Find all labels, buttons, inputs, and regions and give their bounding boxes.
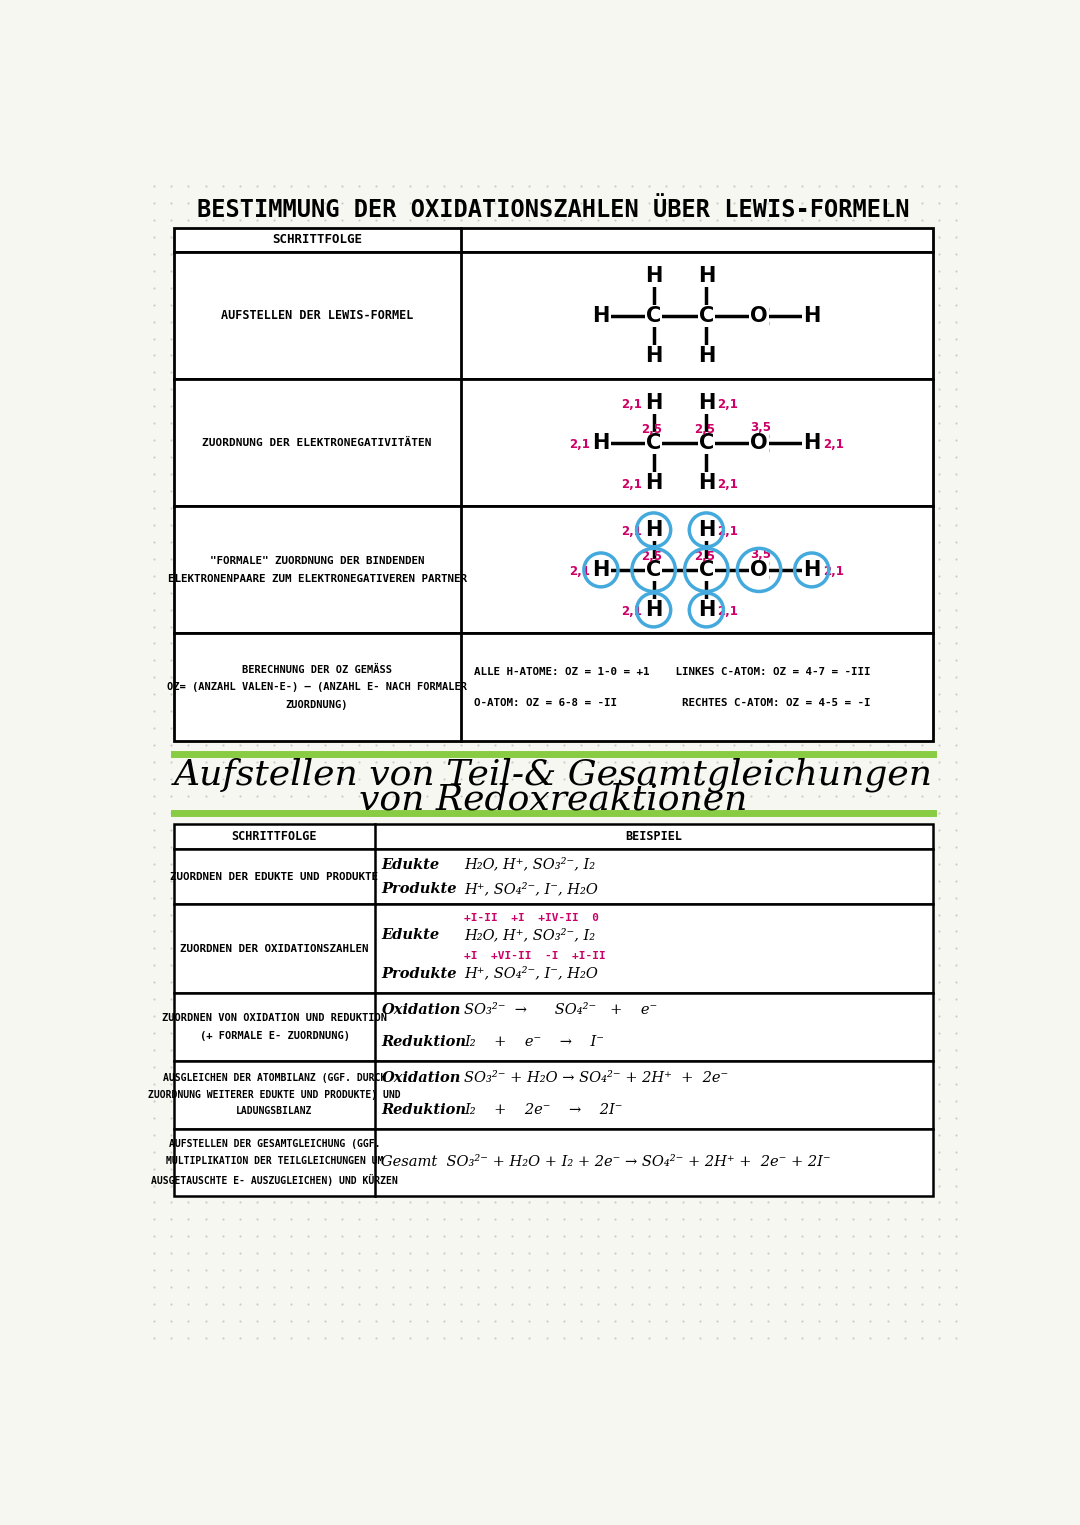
Text: 2,1: 2,1 xyxy=(621,477,643,491)
Text: 3,5: 3,5 xyxy=(751,547,771,561)
Text: 2,1: 2,1 xyxy=(823,438,843,451)
Text: O: O xyxy=(751,433,768,453)
Text: 2,1: 2,1 xyxy=(717,525,739,538)
Text: Reduktion: Reduktion xyxy=(381,1103,467,1116)
Text: H: H xyxy=(645,393,662,413)
Text: I₂    +    2e⁻    →    2I⁻: I₂ + 2e⁻ → 2I⁻ xyxy=(464,1103,623,1116)
Bar xyxy=(174,904,933,993)
Text: +I-II  +I  +IV-II  0: +I-II +I +IV-II 0 xyxy=(464,913,599,923)
Text: SCHRITTFOLGE: SCHRITTFOLGE xyxy=(272,233,362,247)
Text: H: H xyxy=(804,433,821,453)
Text: BEISPIEL: BEISPIEL xyxy=(625,830,683,843)
Text: Edukte: Edukte xyxy=(381,857,440,872)
Text: C: C xyxy=(646,560,661,580)
Text: H: H xyxy=(698,599,715,621)
Text: O: O xyxy=(751,560,768,580)
Text: H: H xyxy=(804,560,821,580)
Text: 2,1: 2,1 xyxy=(717,398,739,410)
Text: H: H xyxy=(698,346,715,366)
Text: 2,1: 2,1 xyxy=(823,564,843,578)
Text: Oxidation: Oxidation xyxy=(381,1071,461,1084)
Text: 2,1: 2,1 xyxy=(569,564,590,578)
Text: SO₃²⁻  →      SO₄²⁻   +    e⁻: SO₃²⁻ → SO₄²⁻ + e⁻ xyxy=(464,1003,658,1017)
Bar xyxy=(174,1128,933,1196)
Text: BESTIMMUNG DER OXIDATIONSZAHLEN ÜBER LEWIS-FORMELN: BESTIMMUNG DER OXIDATIONSZAHLEN ÜBER LEW… xyxy=(198,198,909,223)
Bar xyxy=(174,380,933,506)
Text: H: H xyxy=(645,473,662,493)
Text: H: H xyxy=(645,346,662,366)
Text: von Redoxreaktionen: von Redoxreaktionen xyxy=(360,782,747,817)
Text: H: H xyxy=(592,560,609,580)
Text: C: C xyxy=(646,433,661,453)
Text: "FORMALE" ZUORDNUNG DER BINDENDEN
ELEKTRONENPAARE ZUM ELEKTRONEGATIVEREN PARTNER: "FORMALE" ZUORDNUNG DER BINDENDEN ELEKTR… xyxy=(167,557,467,584)
Text: 2,5: 2,5 xyxy=(642,422,663,436)
Text: C: C xyxy=(699,433,714,453)
Text: SO₃²⁻ + H₂O → SO₄²⁻ + 2H⁺  +  2e⁻: SO₃²⁻ + H₂O → SO₄²⁻ + 2H⁺ + 2e⁻ xyxy=(464,1071,729,1084)
Text: H₂O, H⁺, SO₃²⁻, I₂: H₂O, H⁺, SO₃²⁻, I₂ xyxy=(464,929,595,942)
Text: C: C xyxy=(699,560,714,580)
Bar xyxy=(174,825,933,849)
Text: ZUORDNEN VON OXIDATION UND REDUKTION
(+ FORMALE E- ZUORDNUNG): ZUORDNEN VON OXIDATION UND REDUKTION (+ … xyxy=(162,1013,387,1040)
Text: Produkte: Produkte xyxy=(381,881,457,897)
Text: H₂O, H⁺, SO₃²⁻, I₂: H₂O, H⁺, SO₃²⁻, I₂ xyxy=(464,857,595,872)
Bar xyxy=(174,506,933,633)
Bar xyxy=(174,252,933,380)
Text: O-ATOM: OZ = 6-8 = -II          RECHTES C-ATOM: OZ = 4-5 = -I: O-ATOM: OZ = 6-8 = -II RECHTES C-ATOM: O… xyxy=(474,698,870,708)
Text: Edukte: Edukte xyxy=(381,929,440,942)
Text: 2,1: 2,1 xyxy=(569,438,590,451)
Text: AUFSTELLEN DER LEWIS-FORMEL: AUFSTELLEN DER LEWIS-FORMEL xyxy=(221,310,414,322)
Text: Aufstellen von Teil-& Gesamtgleichungen: Aufstellen von Teil-& Gesamtgleichungen xyxy=(174,756,933,791)
Bar xyxy=(174,227,933,252)
Text: H: H xyxy=(698,265,715,285)
Text: 2,1: 2,1 xyxy=(717,605,739,618)
Text: H: H xyxy=(698,520,715,540)
Text: +I  +VI-II  -I  +I-II: +I +VI-II -I +I-II xyxy=(464,952,606,961)
Text: SCHRITTFOLGE: SCHRITTFOLGE xyxy=(232,830,318,843)
Text: H: H xyxy=(645,520,662,540)
Text: 2,1: 2,1 xyxy=(621,525,643,538)
Bar xyxy=(174,633,933,741)
Text: Gesamt  SO₃²⁻ + H₂O + I₂ + 2e⁻ → SO₄²⁻ + 2H⁺ +  2e⁻ + 2I⁻: Gesamt SO₃²⁻ + H₂O + I₂ + 2e⁻ → SO₄²⁻ + … xyxy=(381,1156,832,1170)
Text: ZUORDNEN DER OXIDATIONSZAHLEN: ZUORDNEN DER OXIDATIONSZAHLEN xyxy=(180,944,368,953)
Text: ALLE H-ATOME: OZ = 1-0 = +1    LINKES C-ATOM: OZ = 4-7 = -III: ALLE H-ATOME: OZ = 1-0 = +1 LINKES C-ATO… xyxy=(474,666,870,677)
Text: H: H xyxy=(804,307,821,326)
Text: 2,1: 2,1 xyxy=(621,398,643,410)
Text: 2,5: 2,5 xyxy=(694,549,715,563)
Text: ZUORDNUNG DER ELEKTRONEGATIVITÄTEN: ZUORDNUNG DER ELEKTRONEGATIVITÄTEN xyxy=(202,438,432,448)
Text: BERECHNUNG DER OZ GEMÄSS
OZ= (ANZAHL VALEN-E-) – (ANZAHL E- NACH FORMALER
ZUORDN: BERECHNUNG DER OZ GEMÄSS OZ= (ANZAHL VAL… xyxy=(167,665,468,709)
Text: H: H xyxy=(698,393,715,413)
Text: O: O xyxy=(751,307,768,326)
Text: ZUORDNEN DER EDUKTE UND PRODUKTE: ZUORDNEN DER EDUKTE UND PRODUKTE xyxy=(171,872,378,881)
Text: H⁺, SO₄²⁻, I⁻, H₂O: H⁺, SO₄²⁻, I⁻, H₂O xyxy=(464,881,598,897)
Text: 2,1: 2,1 xyxy=(717,477,739,491)
Text: C: C xyxy=(646,307,661,326)
Text: AUFSTELLEN DER GESAMTGLEICHUNG (GGF.
MULTIPLIKATION DER TEILGLEICHUNGEN UM
AUSGE: AUFSTELLEN DER GESAMTGLEICHUNG (GGF. MUL… xyxy=(151,1139,397,1185)
Text: Reduktion: Reduktion xyxy=(381,1035,467,1049)
Text: H: H xyxy=(645,265,662,285)
Text: 2,5: 2,5 xyxy=(642,549,663,563)
Text: AUSGLEICHEN DER ATOMBILANZ (GGF. DURCH
ZUORDNUNG WEITERER EDUKTE UND PRODUKTE) U: AUSGLEICHEN DER ATOMBILANZ (GGF. DURCH Z… xyxy=(148,1074,401,1116)
Bar xyxy=(174,993,933,1061)
Text: C: C xyxy=(699,307,714,326)
Text: Produkte: Produkte xyxy=(381,967,457,981)
Text: 3,5: 3,5 xyxy=(751,421,771,435)
Text: 2,5: 2,5 xyxy=(694,422,715,436)
Text: 2,1: 2,1 xyxy=(621,605,643,618)
Text: H⁺, SO₄²⁻, I⁻, H₂O: H⁺, SO₄²⁻, I⁻, H₂O xyxy=(464,967,598,981)
Text: H: H xyxy=(645,599,662,621)
Text: H: H xyxy=(698,473,715,493)
Bar xyxy=(174,849,933,904)
Text: I₂    +    e⁻    →    I⁻: I₂ + e⁻ → I⁻ xyxy=(464,1035,605,1049)
Text: H: H xyxy=(592,433,609,453)
Text: H: H xyxy=(592,307,609,326)
Text: Oxidation: Oxidation xyxy=(381,1003,461,1017)
Bar xyxy=(174,1061,933,1128)
